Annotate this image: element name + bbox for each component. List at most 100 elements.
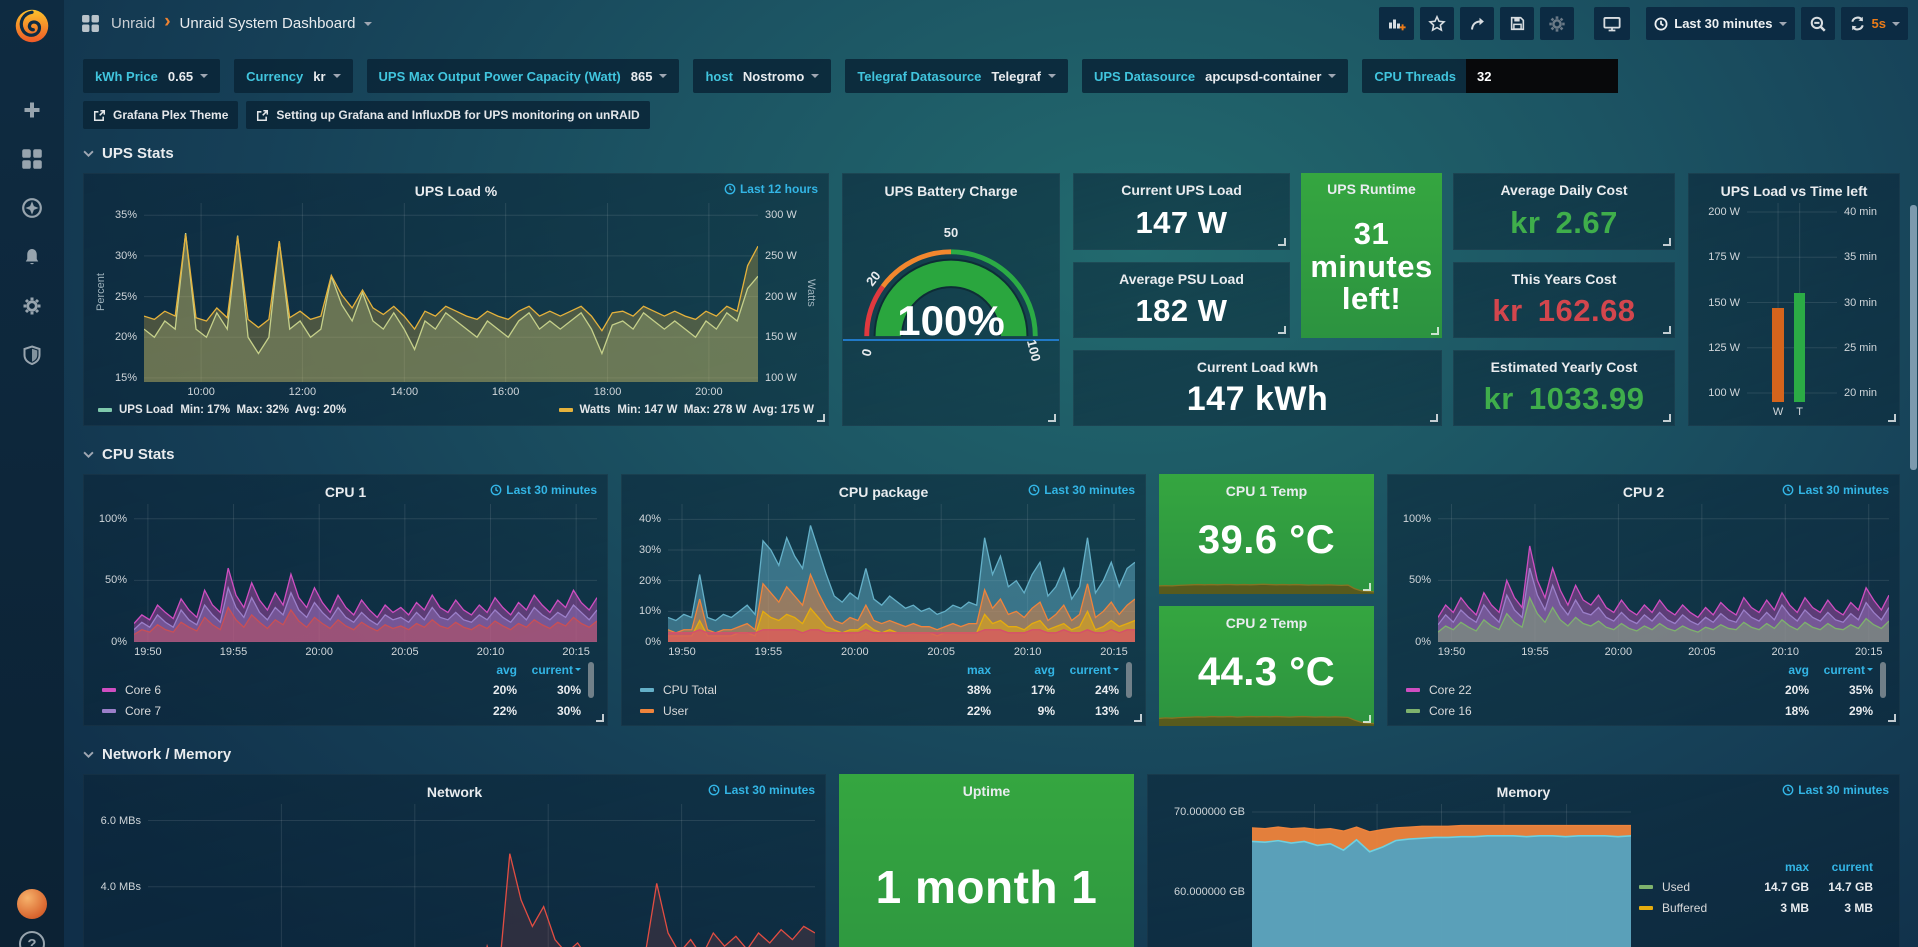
page-scrollbar[interactable] <box>1910 205 1917 470</box>
time-picker-button[interactable]: Last 30 minutes <box>1646 7 1795 40</box>
panel-title: CPU 2 Temp <box>1225 615 1308 631</box>
legend-series[interactable]: Core 22 20% 35% <box>1406 679 1873 700</box>
legend-sort-max[interactable]: max <box>966 662 991 677</box>
panel-time-range[interactable]: Last 30 minutes <box>1028 483 1135 497</box>
legend-sort-avg[interactable]: avg <box>1034 662 1055 677</box>
dashboard-grid-icon[interactable] <box>78 12 102 36</box>
bar-T[interactable] <box>1793 293 1806 402</box>
panel-title[interactable]: UPS Battery Charge <box>884 183 1018 199</box>
panel-this-years-cost[interactable]: This Years Cost kr 162.68 <box>1453 262 1675 338</box>
grafana-logo-icon[interactable] <box>12 6 52 46</box>
panel-title[interactable]: Network <box>426 784 483 800</box>
link-grafana-plex-theme[interactable]: Grafana Plex Theme <box>83 101 239 129</box>
plot-area <box>1159 699 1374 726</box>
panel-average-daily-cost[interactable]: Average Daily Cost kr 2.67 <box>1453 173 1675 250</box>
variable-value-dropdown[interactable]: apcupsd-container <box>1205 69 1337 84</box>
panel-uptime[interactable]: Uptime 1 month 1 <box>839 774 1134 947</box>
panel-time-range[interactable]: Last 30 minutes <box>1782 783 1889 797</box>
variable-value-dropdown[interactable]: kr <box>313 69 341 84</box>
panel-time-range[interactable]: Last 30 minutes <box>1782 483 1889 497</box>
ups-load-chart[interactable]: Percent 35% 30% 25% 20% 15% 10:00 12:00 14:00 16:… <box>94 203 818 398</box>
bar-W[interactable] <box>1772 307 1784 402</box>
cpu-threads-input[interactable] <box>1466 59 1619 93</box>
star-button[interactable] <box>1420 7 1455 40</box>
legend-series[interactable]: Core 6 20% 30% <box>102 679 581 700</box>
refresh-button[interactable]: 5s <box>1840 7 1908 40</box>
ups-battery-gauge[interactable]: 0 20 50 100 100% <box>843 203 1059 421</box>
settings-gear-icon[interactable] <box>1540 7 1575 40</box>
legend-scrollbar[interactable] <box>588 662 594 698</box>
cpu-package-chart[interactable]: 40% 30% 20% 10% 0% 19:50 19:55 20:00 20:05 20:10 2… <box>632 504 1135 658</box>
panel-title[interactable]: UPS Load % <box>414 183 498 199</box>
save-button[interactable] <box>1500 7 1535 40</box>
legend-sort-current[interactable]: current <box>517 663 581 677</box>
panel-average-psu-load[interactable]: Average PSU Load 182 W <box>1073 262 1290 338</box>
user-avatar[interactable] <box>17 889 47 919</box>
y-tick: 200 W <box>765 290 797 303</box>
legend-item[interactable]: UPS Load Min: 17% Max: 32% Avg: 20% <box>98 404 346 416</box>
share-button[interactable] <box>1460 7 1495 40</box>
panel-title[interactable]: CPU package <box>838 484 929 500</box>
legend-item[interactable]: Watts Min: 147 W Max: 278 W Avg: 175 W <box>558 404 814 416</box>
legend-series[interactable]: Core 7 22% 30% <box>102 700 581 721</box>
legend-scrollbar[interactable] <box>1880 662 1886 698</box>
section-network-memory[interactable]: Network / Memory <box>83 743 1900 765</box>
panel-cpu-package: CPU package Last 30 minutes 40% 30% 20% 10%… <box>621 474 1146 726</box>
variable-value-dropdown[interactable]: Telegraf <box>991 69 1056 84</box>
plot-area: 19:50 19:55 20:00 20:05 20:10 20:15 <box>668 504 1135 658</box>
panel-time-range[interactable]: Last 12 hours <box>724 182 818 196</box>
breadcrumb-folder[interactable]: Unraid <box>111 15 156 32</box>
configuration-gear-icon[interactable] <box>20 294 44 318</box>
panel-cpu1-temp[interactable]: CPU 1 Temp 39.6 °C <box>1159 474 1374 594</box>
variable-value-dropdown[interactable]: 865 <box>631 69 668 84</box>
section-ups-stats[interactable]: UPS Stats <box>83 142 1900 164</box>
legend-series[interactable]: Used 14.7 GB 14.7 GB <box>1639 876 1873 897</box>
legend-series[interactable]: CPU Total 38% 17% 24% <box>640 679 1119 700</box>
variable-value-dropdown[interactable]: Nostromo <box>743 69 820 84</box>
panel-time-range[interactable]: Last 30 minutes <box>708 783 815 797</box>
create-plus-icon[interactable] <box>20 98 44 122</box>
panel-title[interactable]: CPU 1 <box>324 484 367 500</box>
panel-estimated-yearly-cost[interactable]: Estimated Yearly Cost kr 1033.99 <box>1453 350 1675 426</box>
legend-sort-avg[interactable]: avg <box>496 662 517 677</box>
add-panel-button[interactable] <box>1379 7 1415 40</box>
cpu1-chart[interactable]: 100% 50% 0% 19:50 19:55 20:00 20:05 20:10 20:15 <box>94 504 597 658</box>
dashboard-title[interactable]: Unraid System Dashboard <box>179 15 356 32</box>
legend-sort-avg[interactable]: avg <box>1788 662 1809 677</box>
dashboards-grid-icon[interactable] <box>20 147 44 171</box>
legend-scrollbar[interactable] <box>1126 662 1132 698</box>
zoom-out-button[interactable] <box>1800 7 1835 40</box>
panel-current-ups-load[interactable]: Current UPS Load 147 W <box>1073 173 1290 250</box>
y-tick: 35 min <box>1844 251 1878 264</box>
panel-cpu2-temp[interactable]: CPU 2 Temp 44.3 °C <box>1159 606 1374 726</box>
section-cpu-stats[interactable]: CPU Stats <box>83 443 1900 465</box>
dashboard-dropdown-caret-icon[interactable] <box>364 21 373 30</box>
cpu2-chart[interactable]: 100% 50% 0% 19:50 19:55 20:00 20:05 20:10 20:15 <box>1398 504 1889 658</box>
server-admin-shield-icon[interactable] <box>20 343 44 367</box>
legend-sort-current[interactable]: current <box>1831 859 1873 874</box>
variable-label: Currency <box>246 68 304 84</box>
dashboard-links: Grafana Plex Theme Setting up Grafana an… <box>83 101 1900 129</box>
link-ups-monitoring-guide[interactable]: Setting up Grafana and InfluxDB for UPS … <box>246 101 650 129</box>
variable-value-dropdown[interactable]: 0.65 <box>168 69 209 84</box>
legend-series[interactable]: Core 16 18% 29% <box>1406 700 1873 721</box>
panel-title[interactable]: Memory <box>1496 784 1551 800</box>
legend-series[interactable]: Buffered 3 MB 3 MB <box>1639 897 1873 918</box>
legend-sort-max[interactable]: max <box>1784 859 1809 874</box>
help-icon[interactable]: ? <box>19 931 45 947</box>
legend-series[interactable]: User 22% 9% 13% <box>640 700 1119 721</box>
panel-current-load-kwh[interactable]: Current Load kWh 147 kWh <box>1073 350 1442 426</box>
legend-sort-current[interactable]: current <box>1055 663 1119 677</box>
explore-compass-icon[interactable] <box>20 196 44 220</box>
panel-ups-runtime[interactable]: UPS Runtime 31 minutes left! <box>1301 173 1442 338</box>
legend-swatch <box>98 408 112 412</box>
panel-title[interactable]: CPU 2 <box>1622 484 1665 500</box>
ups-load-time-bar-chart[interactable]: 200 W 175 W 150 W 125 W 100 W W T 40 min 35 min 3… <box>1699 203 1889 418</box>
legend-sort-current[interactable]: current <box>1809 663 1873 677</box>
panel-time-range[interactable]: Last 30 minutes <box>490 483 597 497</box>
alerting-bell-icon[interactable] <box>20 245 44 269</box>
cycle-view-monitor-icon[interactable] <box>1594 7 1631 40</box>
panel-title[interactable]: UPS Load vs Time left <box>1720 183 1868 199</box>
